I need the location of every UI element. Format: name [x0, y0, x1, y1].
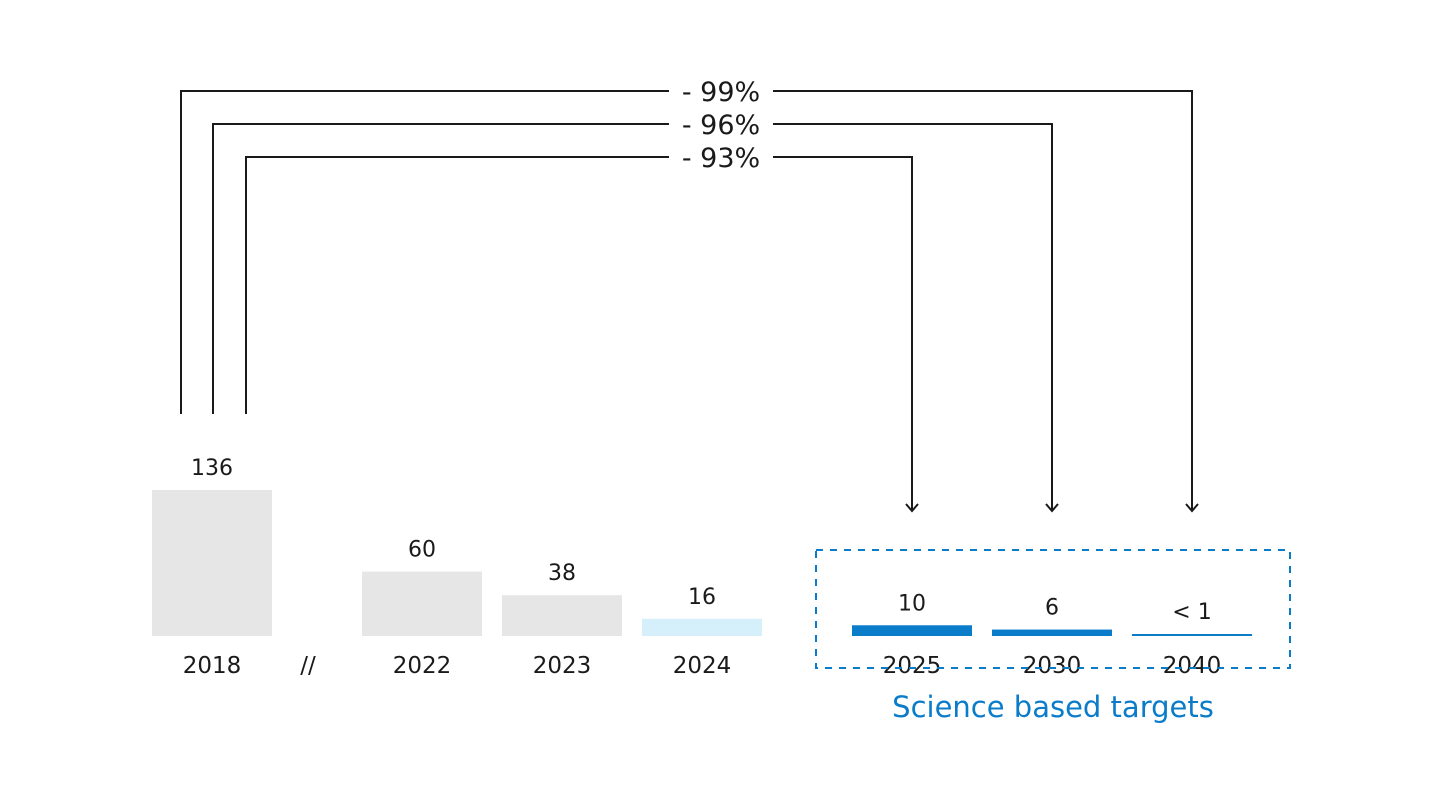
- bar-2022: [362, 571, 482, 636]
- science-targets-box: [815, 549, 1291, 669]
- reduction-connectors: - 99%- 96%- 93%: [180, 77, 1199, 513]
- science-targets-label: Science based targets: [892, 690, 1214, 724]
- value-label-2023: 38: [548, 561, 576, 586]
- bar-2025: [852, 625, 972, 636]
- reduction-label-2040: - 99%: [682, 77, 760, 108]
- connector-line-2040: [773, 90, 1193, 511]
- connector-line-2040: [180, 90, 669, 414]
- category-label-2040: 2040: [1163, 653, 1222, 679]
- connector-line-2025: [245, 156, 669, 414]
- bar-2023: [502, 595, 622, 636]
- reduction-label-2025: - 93%: [682, 143, 760, 174]
- arrow-down-icon: [1045, 503, 1059, 513]
- value-label-2024: 16: [688, 585, 716, 610]
- category-label-2025: 2025: [883, 653, 942, 679]
- arrow-down-icon: [1185, 503, 1199, 513]
- category-label-2024: 2024: [673, 653, 732, 679]
- value-label-2040: < 1: [1172, 600, 1211, 625]
- arrow-down-icon: [905, 503, 919, 513]
- bar-2024: [642, 618, 762, 636]
- value-label-2018: 136: [191, 456, 233, 481]
- bar-2018: [152, 490, 272, 636]
- value-label-2030: 6: [1045, 596, 1059, 621]
- value-label-2025: 10: [898, 591, 926, 616]
- bar-2040: [1132, 634, 1252, 636]
- value-label-2022: 60: [408, 538, 436, 563]
- connector-line-2030: [773, 123, 1053, 511]
- category-label-2022: 2022: [393, 653, 452, 679]
- connector-line-2030: [212, 123, 669, 414]
- category-label-2030: 2030: [1023, 653, 1082, 679]
- category-label-2018: 2018: [183, 653, 242, 679]
- category-label-2023: 2023: [533, 653, 592, 679]
- bar-group: [152, 490, 1252, 636]
- bar-2030: [992, 629, 1112, 636]
- axis-break-label: //: [300, 653, 316, 679]
- reduction-label-2030: - 96%: [682, 110, 760, 141]
- connector-line-2025: [773, 156, 913, 511]
- label-group: 136 2018 60 2022 38 2023 16 2024 10 2025 6 2030 < 1 2…: [183, 456, 1222, 679]
